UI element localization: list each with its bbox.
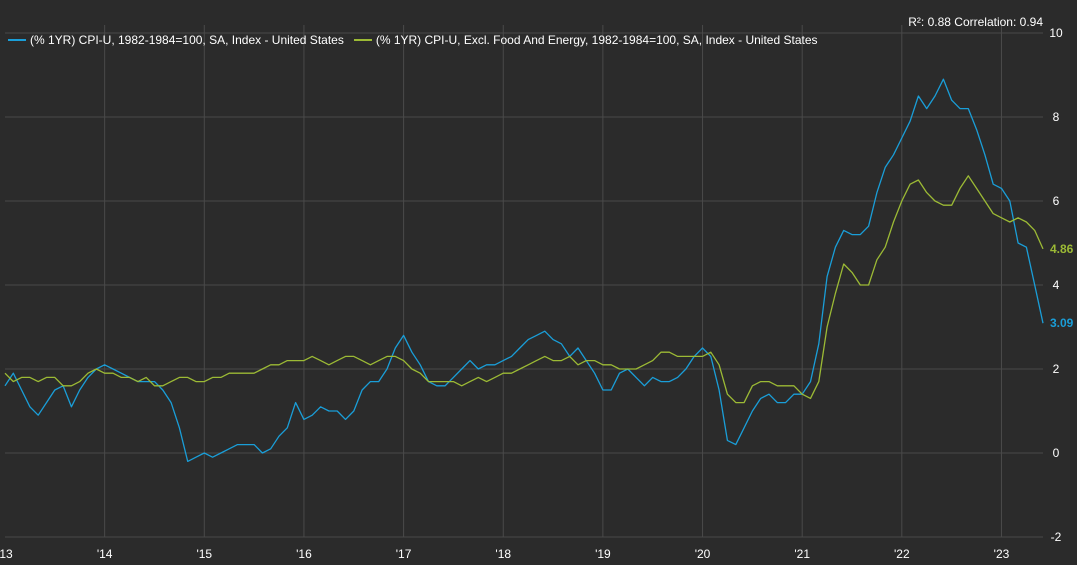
series-line-0 [4,78,1044,463]
x-tick-label: 13 [0,547,13,561]
x-tick-label: '21 [794,547,810,561]
y-tick-label: -2 [1051,530,1062,544]
correlation-stats: R²: 0.88 Correlation: 0.94 [908,15,1043,29]
x-tick-label: '23 [994,547,1010,561]
chart-series [4,78,1044,463]
end-value-labels: 3.09 4.86 [1050,242,1074,330]
x-tick-label: '17 [396,547,412,561]
series-end-label-1: 4.86 [1050,242,1074,256]
y-tick-label: 0 [1053,446,1060,460]
x-tick-label: '15 [196,547,212,561]
legend-item-cpi: (% 1YR) CPI-U, 1982-1984=100, SA, Index … [8,33,344,47]
x-tick-label: '18 [495,547,511,561]
legend-swatch-core-cpi [353,39,372,41]
series-line-1 [4,175,1044,404]
y-tick-label: 4 [1053,278,1060,292]
x-tick-label: '19 [595,547,611,561]
series-end-label-0: 3.09 [1050,316,1074,330]
chart-legend: (% 1YR) CPI-U, 1982-1984=100, SA, Index … [8,33,818,47]
y-tick-label: 6 [1053,194,1060,208]
x-tick-label: '14 [97,547,113,561]
y-axis: -2 0 2 4 6 8 10 [1049,26,1063,544]
chart-grid [5,25,1043,538]
x-tick-label: '22 [894,547,910,561]
r-squared-label: R²: 0.88 [908,15,951,29]
y-tick-label: 10 [1049,26,1063,40]
legend-label-cpi: (% 1YR) CPI-U, 1982-1984=100, SA, Index … [30,33,344,47]
legend-label-core-cpi: (% 1YR) CPI-U, Excl. Food And Energy, 19… [375,33,818,47]
x-tick-label: '20 [695,547,711,561]
y-tick-label: 2 [1053,362,1060,376]
y-tick-label: 8 [1053,110,1060,124]
legend-swatch-cpi [8,39,26,41]
x-axis: 13 '14 '15 '16 '17 '18 '19 '20 '21 '22 '23 [0,547,1010,561]
correlation-label: Correlation: 0.94 [954,15,1043,29]
legend-item-core-cpi: (% 1YR) CPI-U, Excl. Food And Energy, 19… [353,33,818,47]
x-tick-label: '16 [296,547,312,561]
